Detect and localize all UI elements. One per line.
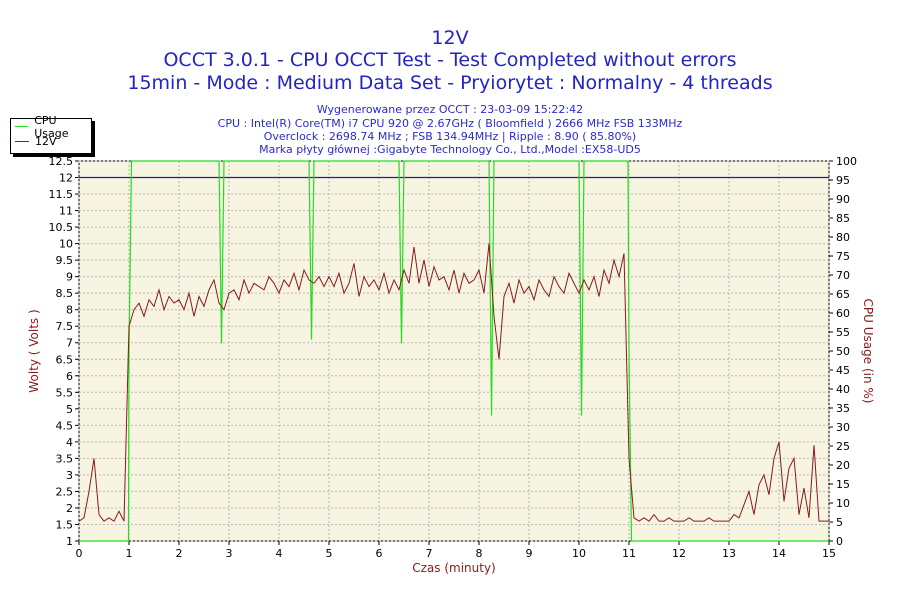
chart-subtitle-2: 15min - Mode : Medium Data Set - Pryiory…: [127, 72, 773, 94]
legend: CPU Usage 12V: [10, 114, 92, 154]
plot-area: [78, 160, 830, 542]
y2-tick-label: 45: [836, 364, 850, 377]
y-tick-label: 1.5: [56, 518, 74, 531]
x-axis-label: Czas (minuty): [412, 561, 496, 575]
x-tick-label: 13: [722, 547, 736, 560]
y2-axis-label: CPU Usage (in %): [861, 299, 875, 404]
y2-tick-label: 35: [836, 402, 850, 415]
y-tick-label: 1: [66, 535, 73, 548]
legend-item-12v: 12V: [11, 134, 91, 149]
y-tick-label: 2.5: [56, 485, 74, 498]
y-tick-label: 5.5: [56, 386, 74, 399]
chart-subtitle: OCCT 3.0.1 - CPU OCCT Test - Test Comple…: [163, 49, 737, 71]
x-tick-label: 14: [772, 547, 786, 560]
y-tick-label: 6: [66, 370, 73, 383]
y-tick-label: 9.5: [56, 254, 74, 267]
y-tick-label: 10.5: [49, 221, 74, 234]
x-tick-label: 10: [572, 547, 586, 560]
y-tick-label: 12.5: [49, 155, 74, 168]
y2-tick-label: 70: [836, 269, 850, 282]
legend-label: 12V: [35, 135, 57, 148]
x-tick-label: 15: [822, 547, 836, 560]
x-tick-label: 11: [622, 547, 636, 560]
y2-tick-label: 55: [836, 326, 850, 339]
x-tick-label: 0: [76, 547, 83, 560]
legend-label: CPU Usage: [34, 113, 69, 140]
y-tick-label: 11.5: [49, 188, 74, 201]
x-tick-label: 8: [476, 547, 483, 560]
y2-tick-label: 30: [836, 421, 850, 434]
x-tick-label: 5: [326, 547, 333, 560]
x-tick-label: 9: [526, 547, 533, 560]
y2-tick-label: 5: [836, 516, 843, 529]
y2-tick-label: 50: [836, 345, 850, 358]
y2-tick-label: 65: [836, 288, 850, 301]
legend-swatch: [15, 126, 29, 127]
y-tick-label: 7: [66, 337, 73, 350]
y-tick-label: 4.5: [56, 419, 74, 432]
info-line: CPU : Intel(R) Core(TM) i7 CPU 920 @ 2.6…: [217, 117, 683, 130]
y2-tick-label: 20: [836, 459, 850, 472]
y2-tick-label: 80: [836, 231, 850, 244]
y-tick-label: 3: [66, 469, 73, 482]
legend-swatch: [15, 141, 29, 142]
y2-tick-label: 40: [836, 383, 850, 396]
y-tick-label: 4: [66, 436, 73, 449]
y-tick-label: 2: [66, 502, 73, 515]
x-tick-label: 3: [226, 547, 233, 560]
y-tick-label: 12: [59, 172, 73, 185]
y-tick-label: 6.5: [56, 353, 74, 366]
y2-tick-label: 85: [836, 212, 850, 225]
y-tick-label: 3.5: [56, 452, 74, 465]
x-tick-label: 1: [126, 547, 133, 560]
x-tick-label: 6: [376, 547, 383, 560]
x-tick-label: 12: [672, 547, 686, 560]
y-tick-label: 9: [66, 271, 73, 284]
y-tick-label: 10: [59, 238, 73, 251]
x-tick-label: 4: [276, 547, 283, 560]
info-line: Overclock : 2698.74 MHz ; FSB 134.94MHz …: [263, 130, 637, 143]
info-line: Wygenerowane przez OCCT : 23-03-09 15:22…: [316, 103, 584, 116]
legend-item-cpu: CPU Usage: [11, 114, 91, 140]
y-tick-label: 8: [66, 304, 73, 317]
y2-tick-label: 0: [836, 535, 843, 548]
y2-tick-label: 90: [836, 193, 850, 206]
y2-tick-label: 75: [836, 250, 850, 263]
y2-tick-label: 10: [836, 497, 850, 510]
series-cpu-usage-line: [79, 160, 829, 542]
series-12v-line: [78, 243, 829, 522]
y2-tick-label: 25: [836, 440, 850, 453]
y-axis-label: Wolty ( Volts ): [27, 309, 41, 392]
y-tick-label: 5: [66, 403, 73, 416]
y2-tick-label: 100: [836, 155, 857, 168]
chart-title: 12V: [431, 27, 469, 49]
y-tick-label: 8.5: [56, 287, 74, 300]
y2-tick-label: 60: [836, 307, 850, 320]
x-tick-label: 2: [176, 547, 183, 560]
y2-tick-label: 15: [836, 478, 850, 491]
info-line: Marka płyty głównej :Gigabyte Technology…: [259, 143, 641, 156]
y-tick-label: 11: [59, 205, 73, 218]
x-tick-label: 7: [426, 547, 433, 560]
y-tick-label: 7.5: [56, 320, 74, 333]
y2-tick-label: 95: [836, 174, 850, 187]
